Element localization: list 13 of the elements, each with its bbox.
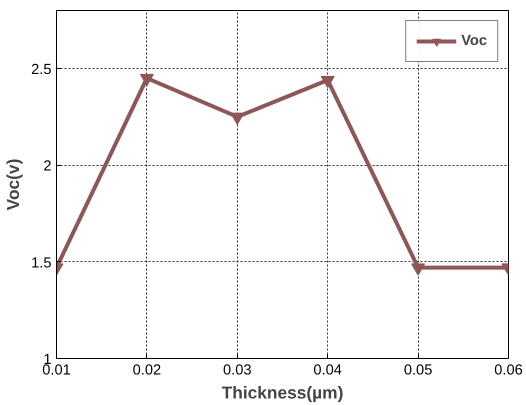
y-tick-label: 1.5 [31, 255, 52, 272]
legend-label: Voc [461, 33, 487, 49]
x-tick-label: 0.06 [494, 362, 523, 378]
x-tick-label: 0.02 [132, 362, 162, 378]
x-axis-title: Thickness(µm) [222, 382, 344, 402]
y-tick-label: 2.5 [31, 62, 52, 78]
x-tick-label: 0.03 [223, 362, 252, 378]
point [230, 112, 244, 125]
y-axis-title: Voc(v) [3, 158, 24, 210]
y-tick-label: 2 [43, 158, 52, 175]
x-tick-label: 0.05 [404, 362, 432, 378]
x-tick-label: 0.04 [313, 362, 342, 378]
point [320, 76, 335, 88]
